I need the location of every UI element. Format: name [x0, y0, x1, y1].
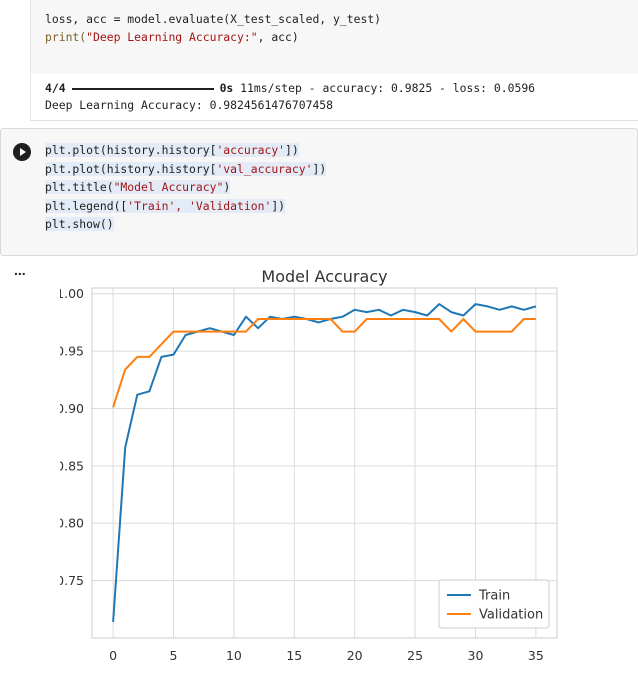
evaluate-cell: loss, acc = model.evaluate(X_test_scaled…: [0, 0, 638, 121]
x-tick-label: 20: [347, 648, 363, 663]
legend-label: Validation: [479, 608, 543, 623]
code-editor[interactable]: loss, acc = model.evaluate(X_test_scaled…: [30, 0, 638, 75]
legend-box: [438, 579, 550, 629]
code-line: plt.show(): [45, 216, 114, 232]
y-tick-label: 0.80: [60, 516, 84, 531]
code-text: plt.plot(history.history[: [45, 143, 217, 157]
code-line: plt.plot(history.history['val_accuracy']…: [45, 161, 327, 177]
series-line-validation: [112, 318, 536, 408]
legend-label: Train: [478, 589, 510, 604]
chart-title: Model Accuracy: [261, 267, 387, 286]
code-string: 'val_accuracy': [216, 161, 313, 176]
y-tick-label: 0.95: [60, 344, 84, 359]
progress-line: 4/4 0s 11ms/step - accuracy: 0.9825 - los…: [45, 80, 535, 96]
progress-count: 4/4: [45, 81, 66, 95]
output-menu-icon[interactable]: ...: [14, 262, 26, 278]
x-tick-label: 15: [286, 648, 302, 663]
code-highlight: plt.plot(history.history['accuracy']): [45, 143, 299, 157]
plot-frame: [91, 287, 558, 639]
x-tick-label: 30: [468, 648, 484, 663]
progress-metrics: 11ms/step - accuracy: 0.9825 - loss: 0.0…: [240, 81, 536, 95]
code-text: ]): [271, 198, 286, 213]
result-line: Deep Learning Accuracy: 0.98245614767074…: [45, 98, 334, 112]
code-highlight: plt.legend(['Train', 'Validation']): [45, 198, 286, 213]
series-line-train: [112, 303, 537, 622]
code-text: ): [223, 180, 231, 194]
x-tick-label: 35: [528, 648, 544, 663]
code-text: ]): [285, 143, 299, 157]
code-line: loss, acc = model.evaluate(X_test_scaled…: [45, 12, 382, 26]
progress-bar: [71, 87, 214, 90]
plot-cell: plt.plot(history.history['accuracy']) plt…: [0, 128, 638, 674]
code-string: 'Train', 'Validation': [127, 198, 272, 213]
code-highlight: plt.plot(history.history['val_accuracy']…: [45, 161, 327, 176]
code-text: ]): [312, 161, 327, 176]
x-tick-label: 25: [407, 648, 423, 663]
code-string: 'accuracy': [216, 143, 286, 157]
y-tick-label: 0.75: [60, 573, 84, 588]
x-tick-label: 0: [109, 648, 117, 663]
y-tick-label: 0.90: [60, 401, 84, 416]
code-string: "Deep Learning Accuracy:": [86, 30, 258, 44]
y-tick-label: 0.85: [60, 458, 84, 473]
code-text: plt.plot(history.history[: [45, 161, 217, 176]
code-line: plt.title("Model Accuracy"): [45, 179, 231, 195]
code-text: plt.show(): [45, 217, 114, 231]
y-tick-label: 1.00: [60, 286, 84, 301]
code-line: print("Deep Learning Accuracy:", acc): [45, 29, 299, 45]
code-line: plt.legend(['Train', 'Validation']): [45, 198, 286, 214]
code-text: plt.legend([: [45, 198, 128, 213]
code-editor[interactable]: plt.plot(history.history['accuracy']) plt…: [0, 128, 638, 256]
cell-output: 4/4 0s 11ms/step - accuracy: 0.9825 - los…: [30, 74, 638, 121]
code-string: "Model Accuracy": [113, 180, 224, 194]
x-tick-label: 10: [226, 648, 242, 663]
accuracy-chart: Model Accuracy 0 5 10 15 20 25 30 35 0.75 0.80 0.85…: [60, 267, 558, 663]
print-fn: print(: [45, 30, 87, 44]
code-text: plt.title(: [45, 180, 114, 194]
x-tick-label: 5: [170, 648, 178, 663]
code-highlight: plt.show(): [45, 217, 114, 231]
code-highlight: plt.title("Model Accuracy"): [45, 180, 231, 194]
run-cell-icon[interactable]: [13, 143, 31, 161]
progress-time: 0s: [219, 81, 234, 95]
code-line: plt.plot(history.history['accuracy']): [45, 142, 299, 158]
code-rest: , acc): [257, 30, 299, 44]
